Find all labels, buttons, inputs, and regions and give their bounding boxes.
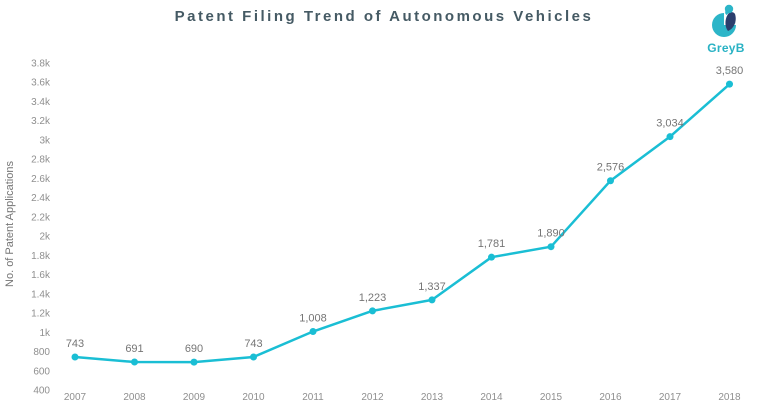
y-tick-label: 1.6k [31,270,51,281]
x-tick-label: 2017 [659,392,682,403]
y-tick-label: 2.4k [31,193,51,204]
data-point [369,307,376,315]
x-tick-label: 2008 [123,392,146,403]
data-point-label: 1,008 [299,313,327,325]
x-tick-label: 2012 [361,392,384,403]
y-tick-label: 3k [39,135,51,146]
y-tick-label: 3.8k [31,59,51,70]
x-tick-label: 2015 [540,392,563,403]
data-point-label: 1,337 [418,281,446,293]
data-point-label: 3,580 [716,65,744,77]
y-tick-label: 2.2k [31,212,51,223]
y-tick-label: 2k [39,232,51,243]
y-tick-label: 2.8k [31,155,51,166]
x-tick-label: 2011 [302,392,324,403]
y-tick-label: 3.4k [31,97,51,108]
y-tick-label: 800 [33,347,50,358]
data-point [428,296,436,304]
greyb-logo: GreyB [700,4,752,55]
x-tick-label: 2013 [421,392,444,403]
x-tick-label: 2014 [480,392,503,403]
x-tick-label: 2010 [242,392,265,403]
data-point [726,80,733,88]
y-tick-label: 3.6k [31,78,51,89]
data-point-label: 1,890 [537,228,565,240]
y-tick-label: 3.2k [31,116,51,127]
data-point [190,358,198,366]
data-point [250,353,257,361]
y-tick-label: 1.8k [31,251,51,262]
data-point [488,253,495,261]
y-tick-label: 1k [39,328,51,339]
y-tick-label: 1.4k [31,289,51,300]
data-point [547,243,555,251]
data-point-label: 1,223 [359,292,387,304]
data-point [131,358,138,366]
greyb-logo-icon [712,4,736,37]
data-point-label: 1,781 [478,238,506,250]
series-line [73,82,731,364]
data-point [666,133,674,141]
data-point-label: 691 [125,343,143,355]
data-point-label: 2,576 [597,162,625,174]
greyb-logo-text: GreyB [707,41,745,55]
x-tick-label: 2009 [183,392,206,403]
y-tick-label: 2.6k [31,174,51,185]
data-point [309,328,317,336]
data-point [607,177,614,185]
data-point-label: 743 [66,338,84,350]
y-tick-label: 1.2k [31,309,51,320]
chart-title: Patent Filing Trend of Autonomous Vehicl… [174,8,594,25]
x-tick-label: 2007 [64,392,87,403]
x-tick-label: 2016 [599,392,622,403]
data-point-label: 3,034 [656,118,684,130]
data-point [71,353,79,361]
x-tick-label: 2018 [718,392,741,403]
y-tick-label: 400 [33,386,50,397]
y-tick-label: 600 [33,366,50,377]
data-point-label: 743 [244,338,262,350]
data-point-label: 690 [185,343,203,355]
